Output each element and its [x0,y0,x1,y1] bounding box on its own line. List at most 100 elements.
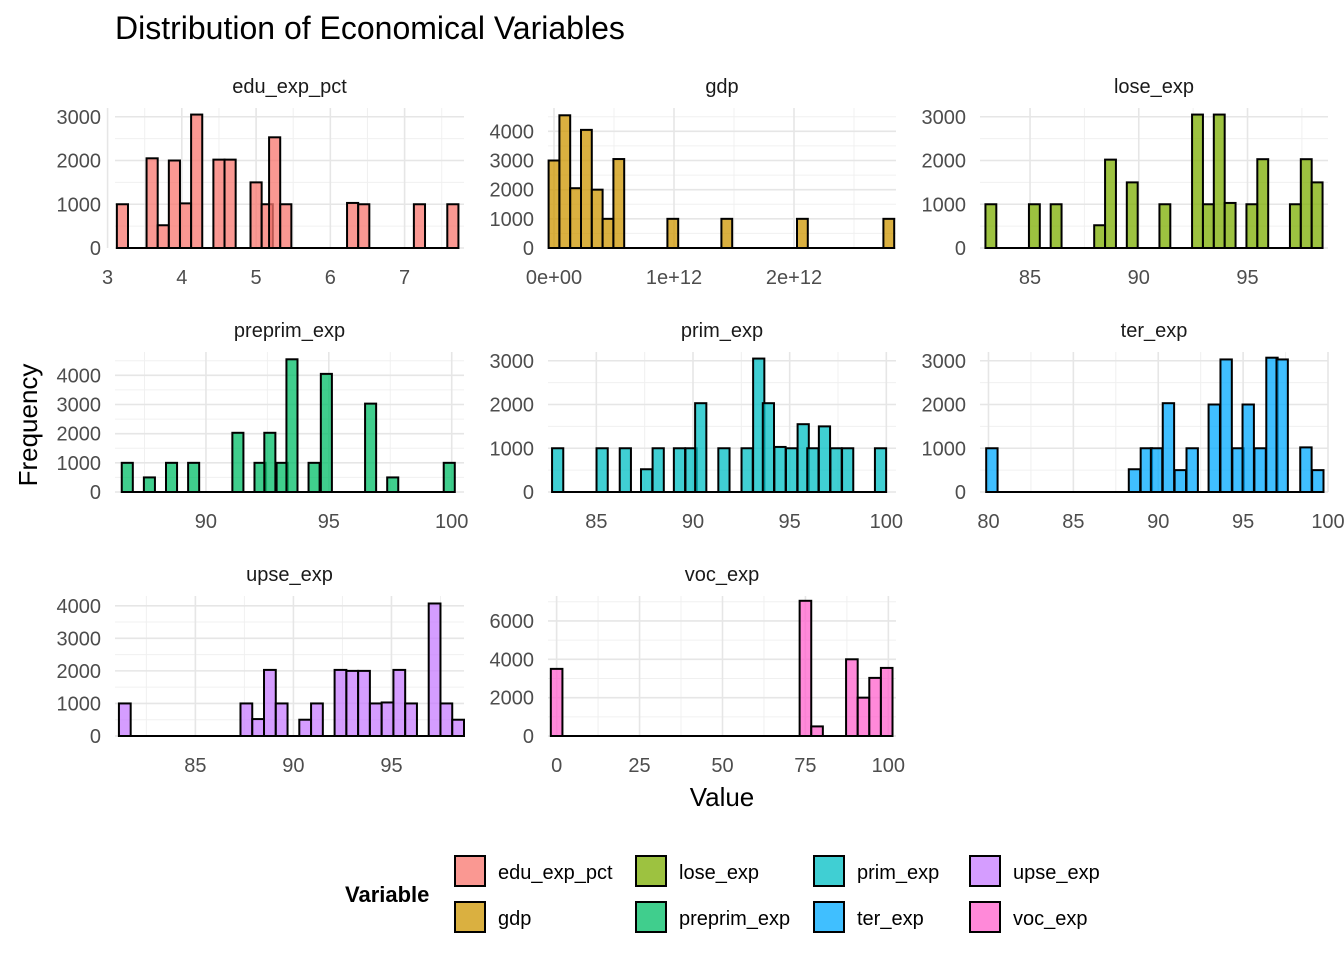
histogram-bar [1105,160,1116,248]
y-tick-label: 4000 [490,649,535,671]
histogram-bar [1312,182,1323,248]
legend-item-gdp: gdp [455,902,531,932]
histogram-bar [1214,115,1225,248]
histogram-bar [986,448,997,492]
histogram-bar [1276,359,1287,492]
histogram-bar [158,225,169,248]
legend-item-edu_exp_pct: edu_exp_pct [455,856,613,886]
histogram-bar [985,204,996,248]
histogram-bar [1301,159,1312,248]
histogram-bar [393,670,405,736]
legend-item-upse_exp: upse_exp [970,856,1100,886]
histogram-bar [1127,182,1138,248]
histogram-bar [299,720,311,736]
x-tick-label: 95 [318,511,340,533]
histogram-bar [1246,204,1257,248]
histogram-bar [1187,448,1198,492]
x-tick-label: 90 [282,755,304,777]
histogram-bar [1094,225,1105,248]
histogram-bar [830,448,841,492]
histogram-bar [774,447,785,492]
y-tick-label: 2000 [57,424,102,446]
x-tick-label: 0e+00 [526,267,582,289]
legend-swatch [455,856,485,886]
legend-swatch [814,856,844,886]
x-tick-label: 80 [977,511,999,533]
y-tick-label: 1000 [57,693,102,715]
x-tick-label: 25 [628,755,650,777]
histogram-bar [447,204,458,248]
x-tick-label: 85 [585,511,607,533]
legend-item-voc_exp: voc_exp [970,902,1088,932]
histogram-bar [414,204,425,248]
legend-item-lose_exp: lose_exp [636,856,759,886]
facet-label: ter_exp [1121,320,1188,342]
legend-swatch [636,902,666,932]
histogram-bar [144,477,155,492]
histogram-bar [667,219,678,248]
y-tick-label: 4000 [57,596,102,618]
histogram-bar [552,448,563,492]
legend-label: lose_exp [679,862,759,884]
y-tick-label: 3000 [490,351,535,373]
histogram-bar [858,698,870,736]
histogram-bar [1175,470,1186,492]
histogram-bar [232,433,243,492]
histogram-bar [117,204,128,248]
histogram-bar [440,703,452,736]
x-axis-label: Value [690,782,755,812]
histogram-bar [718,448,729,492]
facet-label: prim_exp [681,320,763,342]
y-tick-label: 3000 [490,151,535,173]
y-tick-label: 0 [523,238,534,260]
histogram-bar [358,671,370,736]
x-tick-label: 95 [1236,267,1258,289]
histogram-bar [881,668,893,736]
histogram-bar [1192,115,1203,248]
legend-label: ter_exp [857,908,924,930]
histogram-bar [1209,405,1220,493]
x-tick-label: 100 [1311,511,1344,533]
x-tick-label: 3 [102,267,113,289]
histogram-bar [875,448,886,492]
x-tick-label: 95 [1232,511,1254,533]
histogram-bar [387,477,398,492]
histogram-bar [1159,204,1170,248]
histogram-bar [1312,470,1323,492]
y-tick-label: 3000 [57,107,102,129]
y-tick-label: 2000 [57,661,102,683]
histogram-bar [225,160,236,248]
y-tick-label: 3000 [57,628,102,650]
histogram-bar [1203,204,1214,248]
histogram-bar [180,203,191,248]
y-tick-label: 0 [955,482,966,504]
y-tick-label: 4000 [57,365,102,387]
facet-label: edu_exp_pct [232,76,347,98]
x-tick-label: 50 [711,755,733,777]
x-tick-label: 1e+12 [646,267,702,289]
x-tick-label: 95 [380,755,402,777]
histogram-bar [1163,403,1174,492]
histogram-bar [1257,159,1268,248]
histogram-bar [429,603,441,736]
histogram-bar [800,601,812,736]
chart-title: Distribution of Economical Variables [115,10,625,46]
facet-label: preprim_exp [234,320,345,342]
x-tick-label: 7 [399,267,410,289]
histogram-bar [570,188,581,248]
x-tick-label: 85 [1062,511,1084,533]
y-tick-label: 3000 [57,395,102,417]
histogram-bar [1243,405,1254,493]
histogram-bar [846,659,858,736]
histogram-bar [188,463,199,492]
x-tick-label: 100 [435,511,468,533]
legend-swatch [970,856,1000,886]
histogram-bar [122,463,133,492]
histogram-bar [169,161,180,249]
y-axis-label: Frequency [13,364,43,487]
histogram-bar [444,463,455,492]
